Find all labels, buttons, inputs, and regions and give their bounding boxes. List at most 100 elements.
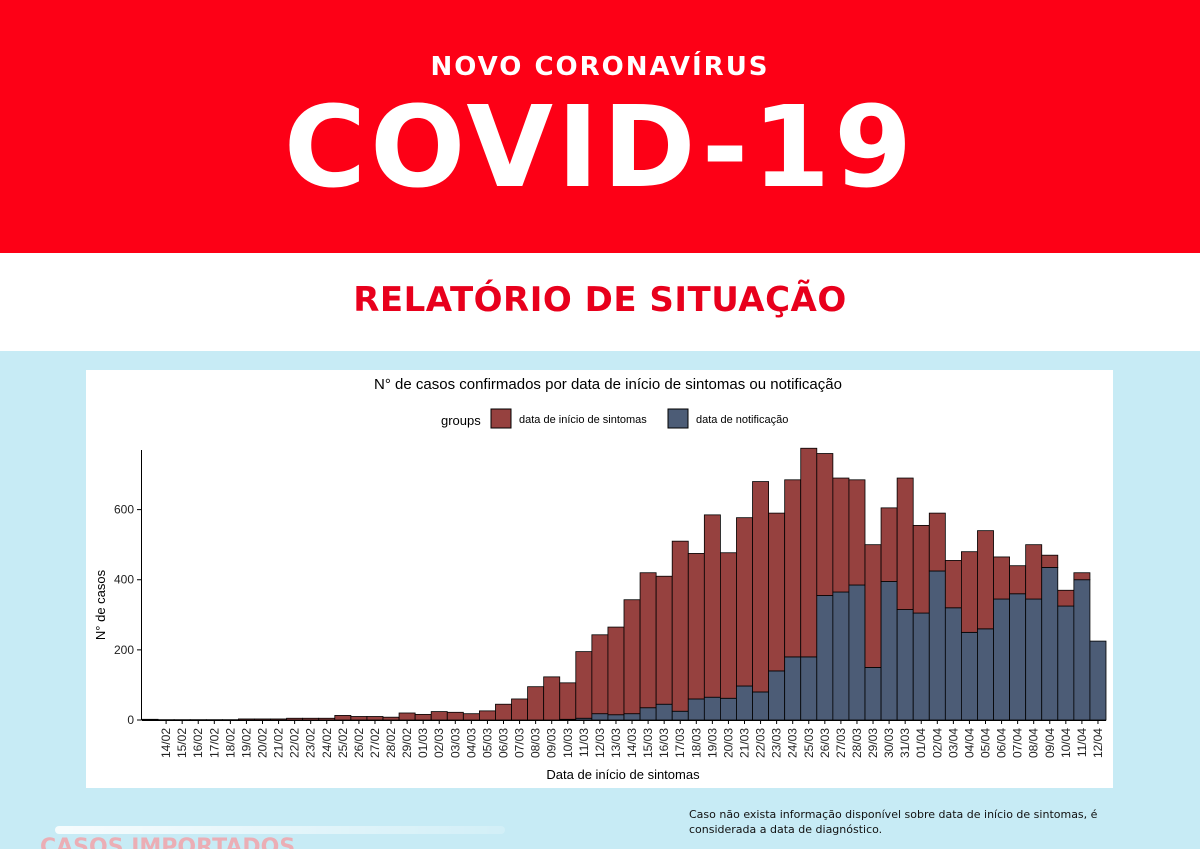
x-tick-label: 14/03 <box>625 728 639 758</box>
header-banner: NOVO CORONAVÍRUS COVID-19 <box>0 0 1200 253</box>
x-tick-label: 02/03 <box>432 728 446 758</box>
x-tick-label: 11/03 <box>577 728 591 757</box>
x-tick-label: 25/02 <box>336 728 350 758</box>
bar-symptoms <box>286 717 304 721</box>
chart-panel: N° de casos confirmados por data de iníc… <box>86 370 1113 788</box>
bar-symptoms <box>944 560 962 609</box>
bar-symptoms <box>800 447 818 658</box>
bar-symptoms <box>366 716 384 721</box>
bar-symptoms <box>495 703 512 721</box>
x-axis-label: Data de início de sintomas <box>546 767 700 782</box>
x-tick-label: 17/03 <box>673 728 687 758</box>
bar-notification <box>848 584 866 721</box>
x-tick-label: 18/03 <box>689 728 703 758</box>
bar-symptoms <box>880 507 898 582</box>
bar-symptoms <box>1041 554 1059 568</box>
bar-symptoms <box>623 599 641 715</box>
x-tick-label: 27/02 <box>368 728 382 758</box>
bar-notification <box>944 607 962 721</box>
bar-symptoms <box>848 479 866 586</box>
bar-symptoms <box>414 713 432 721</box>
bar-symptoms <box>655 575 673 705</box>
bar-notification <box>671 710 689 721</box>
bar-notification <box>993 598 1011 721</box>
x-tick-label: 30/03 <box>882 728 896 758</box>
x-tick-label: 01/03 <box>416 728 430 758</box>
bar-notification <box>832 591 850 721</box>
x-tick-label: 23/02 <box>304 728 318 758</box>
x-tick-label: 05/03 <box>480 728 494 758</box>
x-tick-label: 29/03 <box>866 728 880 758</box>
x-tick-label: 12/03 <box>593 728 607 758</box>
bar-notification <box>816 595 834 721</box>
bar-symptoms <box>591 634 609 715</box>
bar-symptoms <box>398 712 416 721</box>
bar-symptoms <box>270 718 287 721</box>
bar-notification <box>961 631 978 721</box>
bar-symptoms <box>1025 544 1043 600</box>
x-tick-label: 24/03 <box>786 728 800 758</box>
x-tick-label: 11/04 <box>1075 728 1089 757</box>
bar-notification <box>720 697 737 721</box>
x-tick-label: 08/04 <box>1027 728 1041 758</box>
x-tick-label: 06/03 <box>497 728 511 758</box>
bar-symptoms <box>864 544 882 668</box>
bar-symptoms <box>928 512 946 572</box>
x-tick-label: 21/02 <box>272 728 286 758</box>
bar-symptoms <box>511 698 528 721</box>
bar-symptoms <box>768 512 786 672</box>
bar-symptoms <box>1073 572 1091 581</box>
bar-notification <box>977 628 994 721</box>
x-tick-label: 31/03 <box>898 728 912 758</box>
x-tick-label: 05/04 <box>979 728 993 758</box>
x-tick-label: 16/03 <box>657 728 671 758</box>
bar-symptoms <box>462 713 480 721</box>
bar-symptoms <box>237 718 255 721</box>
x-tick-label: 19/03 <box>705 728 719 758</box>
bar-symptoms <box>430 711 448 721</box>
y-tick-label: 400 <box>114 573 134 587</box>
bar-notification <box>1089 640 1107 721</box>
bar-notification <box>752 691 770 721</box>
bar-symptoms <box>977 530 994 630</box>
y-tick-label: 200 <box>114 643 134 657</box>
bar-symptoms <box>1057 589 1075 607</box>
bar-symptoms <box>832 477 850 593</box>
bar-notification <box>736 685 753 721</box>
x-tick-label: 07/03 <box>513 728 527 758</box>
bar-notification <box>1073 579 1091 721</box>
bar-notification <box>1009 593 1027 721</box>
bar-symptoms <box>575 651 593 719</box>
y-axis: 0 200 400 600 <box>114 450 142 727</box>
x-tick-label: 06/04 <box>995 728 1009 758</box>
bar-symptoms <box>816 453 834 596</box>
x-tick-label: 17/02 <box>207 728 221 758</box>
x-tick-label: 14/02 <box>159 728 173 758</box>
bar-symptoms <box>302 717 320 721</box>
bar-symptoms <box>784 479 802 658</box>
legend-label-symptoms: data de início de sintomas <box>519 414 647 426</box>
bar-symptoms <box>671 540 689 712</box>
x-tick-label: 29/02 <box>400 728 414 758</box>
x-tick-label: 04/03 <box>464 728 478 758</box>
x-tick-label: 10/03 <box>561 728 575 758</box>
x-tick-label: 22/02 <box>288 728 302 758</box>
x-tick-label: 10/04 <box>1059 728 1073 758</box>
footnote: Caso não exista informação disponível so… <box>689 808 1098 836</box>
report-title: RELATÓRIO DE SITUAÇÃO <box>353 280 847 320</box>
bar-symptoms <box>896 477 914 610</box>
bar-notification <box>784 656 802 721</box>
bars-group <box>141 447 1107 721</box>
x-tick-label: 15/02 <box>175 728 189 758</box>
bar-notification <box>1057 605 1075 721</box>
bar-symptoms <box>318 717 336 721</box>
header-subtitle: NOVO CORONAVÍRUS <box>430 52 770 82</box>
stacked-bar-chart: N° de casos confirmados por data de iníc… <box>93 376 1107 782</box>
bar-notification <box>623 713 641 721</box>
x-tick-label: 09/04 <box>1043 728 1057 758</box>
x-tick-label: 28/02 <box>384 728 398 758</box>
x-tick-label: 07/04 <box>1011 728 1025 758</box>
legend-swatch-notification <box>667 408 689 429</box>
bar-notification <box>928 570 946 721</box>
bar-symptoms <box>639 572 657 709</box>
